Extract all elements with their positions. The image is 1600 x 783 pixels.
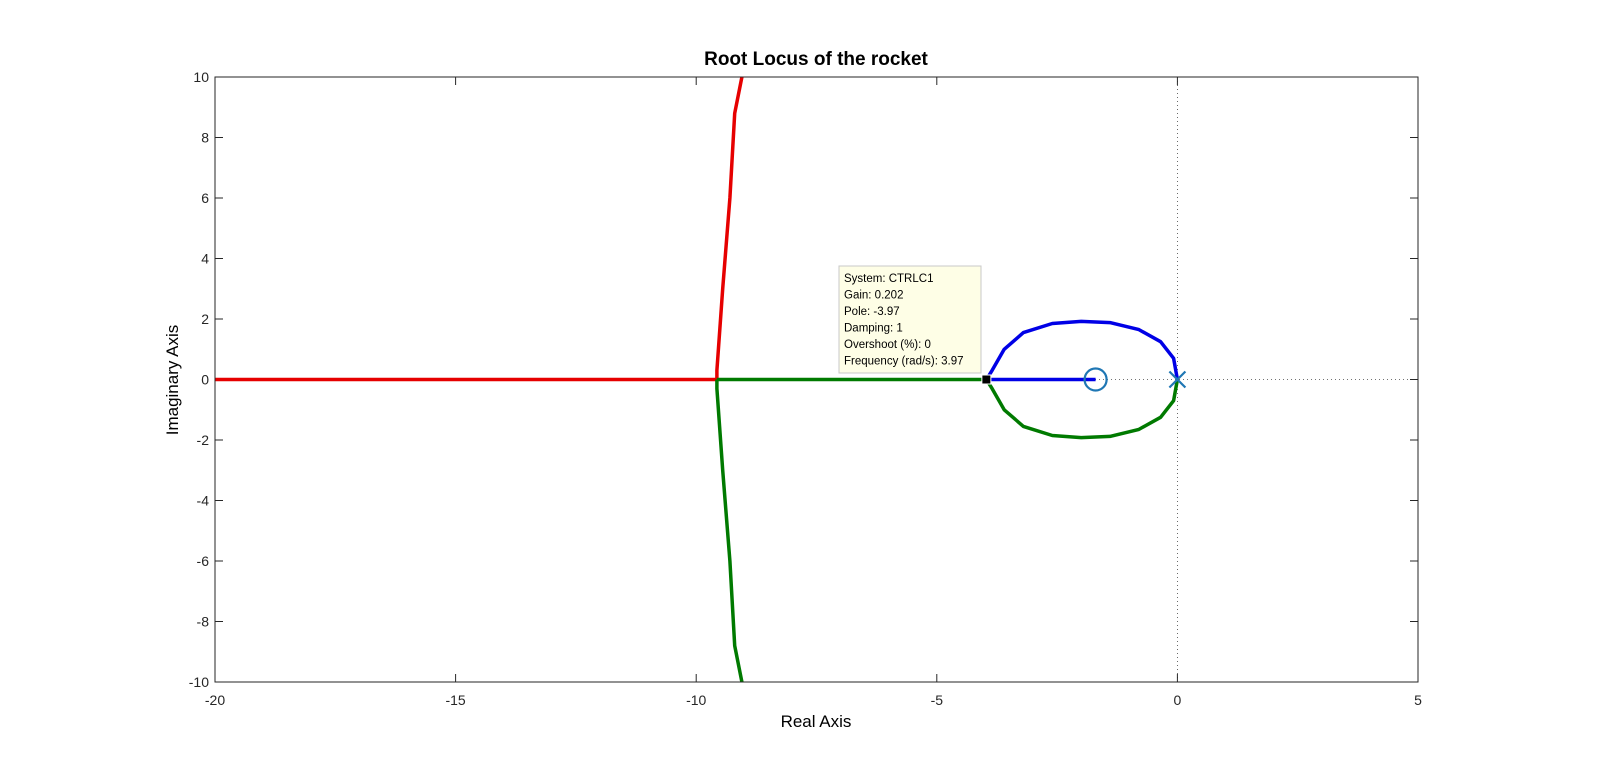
y-axis-label: Imaginary Axis <box>163 325 182 436</box>
y-tick-label: -8 <box>197 614 210 630</box>
y-tick-label: 2 <box>201 311 209 327</box>
datatip-line: Gain: 0.202 <box>844 290 903 302</box>
x-tick-label: -20 <box>205 692 225 708</box>
locus-branch-3[interactable] <box>715 379 744 683</box>
datatip-marker[interactable] <box>981 374 992 385</box>
datatip-line: Pole: -3.97 <box>844 306 900 318</box>
y-tick-label: -10 <box>189 674 209 690</box>
y-tick-label: 10 <box>193 69 209 85</box>
y-tick-label: -4 <box>197 493 210 509</box>
datatip-line: Frequency (rad/s): 3.97 <box>844 356 964 368</box>
datatip-line: System: CTRLC1 <box>844 273 933 285</box>
y-tick-label: -6 <box>197 553 210 569</box>
locus-branch-4[interactable] <box>984 319 1180 382</box>
locus-branch-2[interactable] <box>716 377 1180 440</box>
axes-box <box>214 76 1419 683</box>
y-tick-label: 6 <box>201 190 209 206</box>
x-tick-label: -5 <box>931 692 944 708</box>
x-axis-label: Real Axis <box>781 712 852 731</box>
x-tick-label: -15 <box>445 692 465 708</box>
x-tick-label: 5 <box>1414 692 1422 708</box>
datatip-box <box>838 265 982 374</box>
y-tick-label: 8 <box>201 130 209 146</box>
y-tick-label: -2 <box>197 432 210 448</box>
pole-marker[interactable] <box>1168 370 1187 389</box>
datatip-line: Damping: 1 <box>844 323 903 335</box>
zero-marker[interactable] <box>1083 367 1108 392</box>
y-tick-label: 4 <box>201 251 209 267</box>
datatip-line: Overshoot (%): 0 <box>844 339 931 351</box>
chart-title: Root Locus of the rocket <box>704 49 928 70</box>
x-tick-label: 0 <box>1174 692 1182 708</box>
x-tick-label: -10 <box>686 692 706 708</box>
y-tick-label: 0 <box>201 372 209 388</box>
